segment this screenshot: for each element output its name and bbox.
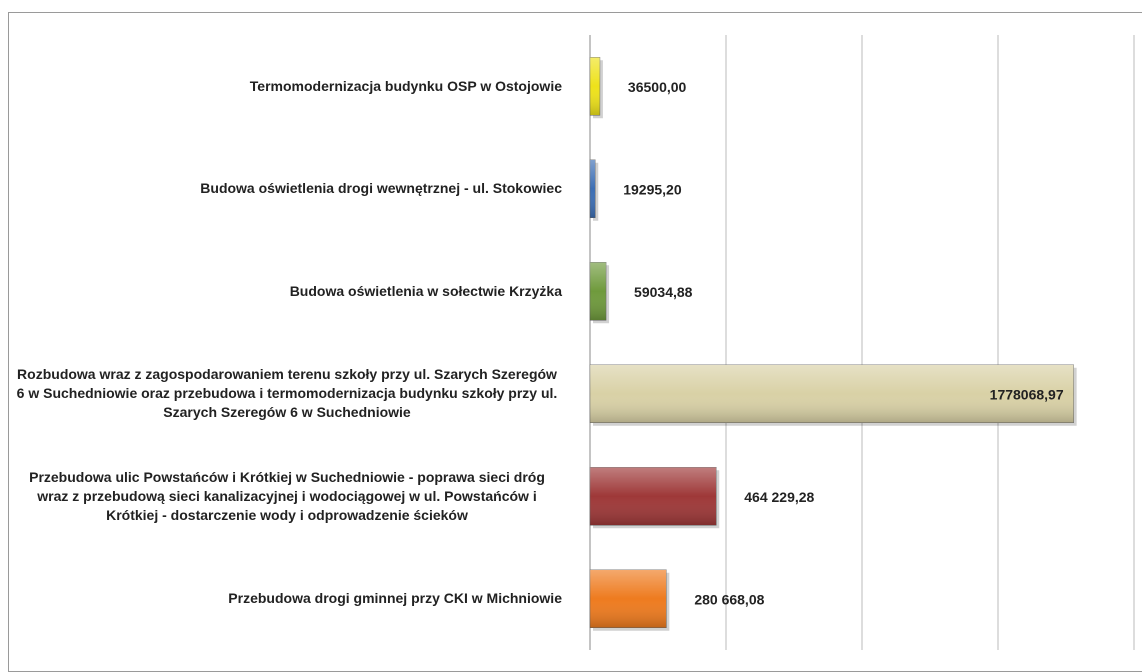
category-label-box: Przebudowa ulic Powstańców i Krótkiej w …	[12, 446, 562, 546]
bar-shine	[590, 57, 600, 116]
value-label: 280 668,08	[694, 591, 764, 607]
bar-shine	[590, 159, 596, 218]
category-label: Przebudowa ulic Powstańców i Krótkiej w …	[29, 468, 545, 523]
value-label: 19295,20	[623, 181, 682, 197]
category-label: Budowa oświetlenia drogi wewnętrznej - u…	[200, 180, 562, 197]
bar-shine	[590, 467, 717, 526]
bar-shine	[590, 569, 667, 628]
category-label: Rozbudowa wraz z zagospodarowaniem teren…	[16, 366, 558, 421]
bar-shadow	[593, 162, 599, 221]
bar-shine	[590, 364, 1074, 423]
category-label-box: Przebudowa drogi gminnej przy CKI w Mich…	[12, 549, 562, 649]
value-label: 59034,88	[634, 284, 693, 300]
category-label-box: Termomodernizacja budynku OSP w Ostojowi…	[12, 36, 562, 136]
category-label: Termomodernizacja budynku OSP w Ostojowi…	[249, 77, 562, 94]
value-label: 1778068,97	[990, 386, 1064, 402]
bar-shine	[590, 262, 607, 321]
value-label: 464 229,28	[744, 489, 814, 505]
category-label-box: Rozbudowa wraz z zagospodarowaniem teren…	[12, 344, 562, 444]
category-label-box: Budowa oświetlenia drogi wewnętrznej - u…	[12, 139, 562, 239]
value-label: 36500,00	[628, 79, 687, 95]
category-label: Przebudowa drogi gminnej przy CKI w Mich…	[228, 590, 562, 607]
category-label: Budowa oświetlenia w sołectwie Krzyżka	[289, 282, 562, 299]
category-label-box: Budowa oświetlenia w sołectwie Krzyżka	[12, 241, 562, 341]
